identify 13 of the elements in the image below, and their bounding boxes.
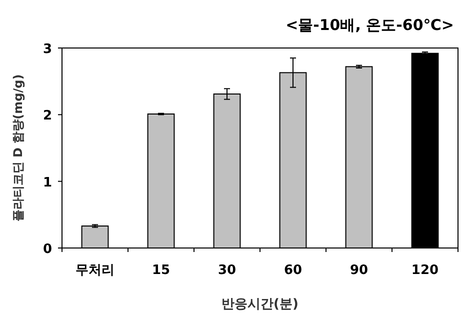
x-tick-label: 120 <box>411 263 439 278</box>
x-tick-label: 90 <box>350 263 368 278</box>
x-tick-label: 무처리 <box>76 263 114 278</box>
y-tick-label: 2 <box>42 108 52 124</box>
x-tick-label: 15 <box>152 263 170 278</box>
y-axis-title: 플라티코딘 D 함량(mg/g) <box>11 74 25 222</box>
y-tick-label: 1 <box>42 175 52 190</box>
y-tick-label: 3 <box>42 42 52 57</box>
x-tick-label: 60 <box>284 263 302 278</box>
y-tick-label: 0 <box>42 242 52 257</box>
x-axis-title: 반응시간(분) <box>222 297 298 312</box>
x-tick-label: 30 <box>218 263 236 278</box>
chart-title: <물-10배, 온도-60℃> <box>286 16 454 34</box>
